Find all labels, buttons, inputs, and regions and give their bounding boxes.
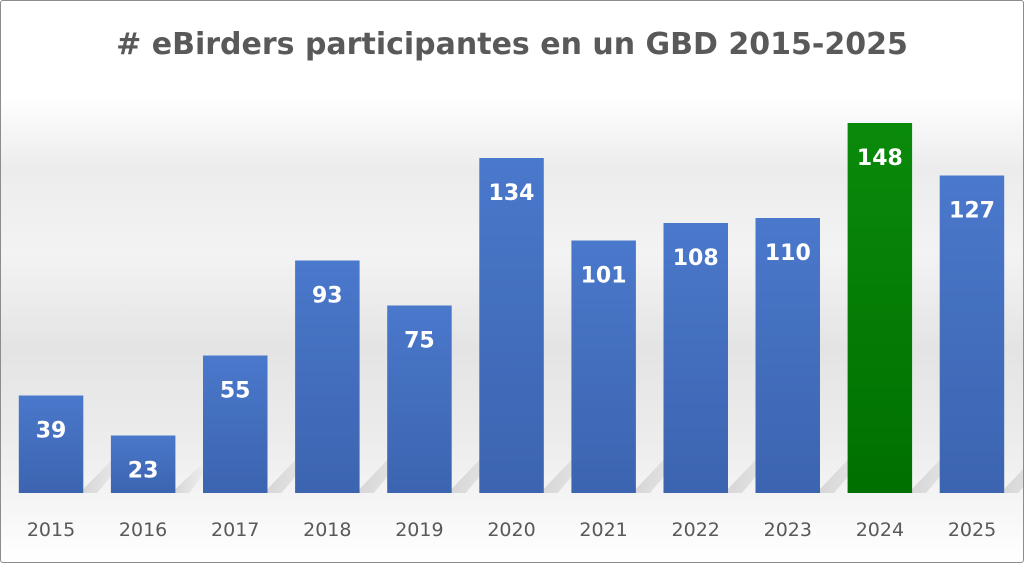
bar-2022 (663, 223, 728, 493)
x-tick-2017: 2017 (211, 519, 259, 541)
bars-group (18, 123, 1005, 493)
data-label-2018: 93 (312, 284, 343, 309)
data-labels-group: 39 23 55 93 75 134 101 108 110 148 127 (36, 146, 995, 484)
data-label-2020: 134 (489, 181, 535, 206)
data-label-2015: 39 (36, 419, 67, 444)
data-label-2024: 148 (857, 146, 903, 171)
bar-shadow-2016 (175, 467, 209, 493)
data-label-2016: 23 (128, 459, 159, 484)
chart-title: # eBirders participantes en un GBD 2015-… (116, 27, 908, 62)
x-tick-2023: 2023 (764, 519, 812, 541)
bar-2015 (18, 395, 84, 493)
bar-2023 (755, 218, 820, 493)
bar-2018 (295, 260, 360, 493)
x-tick-2025: 2025 (948, 519, 996, 541)
x-tick-2020: 2020 (487, 519, 535, 541)
bar-2019 (387, 305, 452, 493)
x-tick-2015: 2015 (27, 519, 75, 541)
data-label-2019: 75 (404, 329, 435, 354)
data-label-2025: 127 (949, 199, 995, 224)
data-label-2021: 101 (581, 264, 627, 289)
x-tick-2021: 2021 (579, 519, 627, 541)
bar-2021 (571, 240, 636, 493)
data-label-2022: 108 (673, 246, 719, 271)
bar-2020 (479, 158, 544, 493)
bar-2017 (203, 355, 268, 493)
x-tick-2018: 2018 (303, 519, 351, 541)
x-tick-2024: 2024 (856, 519, 904, 541)
data-label-2023: 110 (765, 241, 811, 266)
x-tick-labels-group: 2015 2016 2017 2018 2019 2020 2021 2022 2023 2024… (27, 519, 996, 541)
x-tick-2022: 2022 (672, 519, 720, 541)
bar-2016 (110, 435, 176, 493)
data-label-2017: 55 (220, 379, 251, 404)
bar-shadow-2025 (1004, 469, 1023, 493)
bar-2024 (847, 123, 913, 493)
bar-2025 (939, 175, 1005, 493)
x-tick-2016: 2016 (119, 519, 167, 541)
x-tick-2019: 2019 (395, 519, 443, 541)
